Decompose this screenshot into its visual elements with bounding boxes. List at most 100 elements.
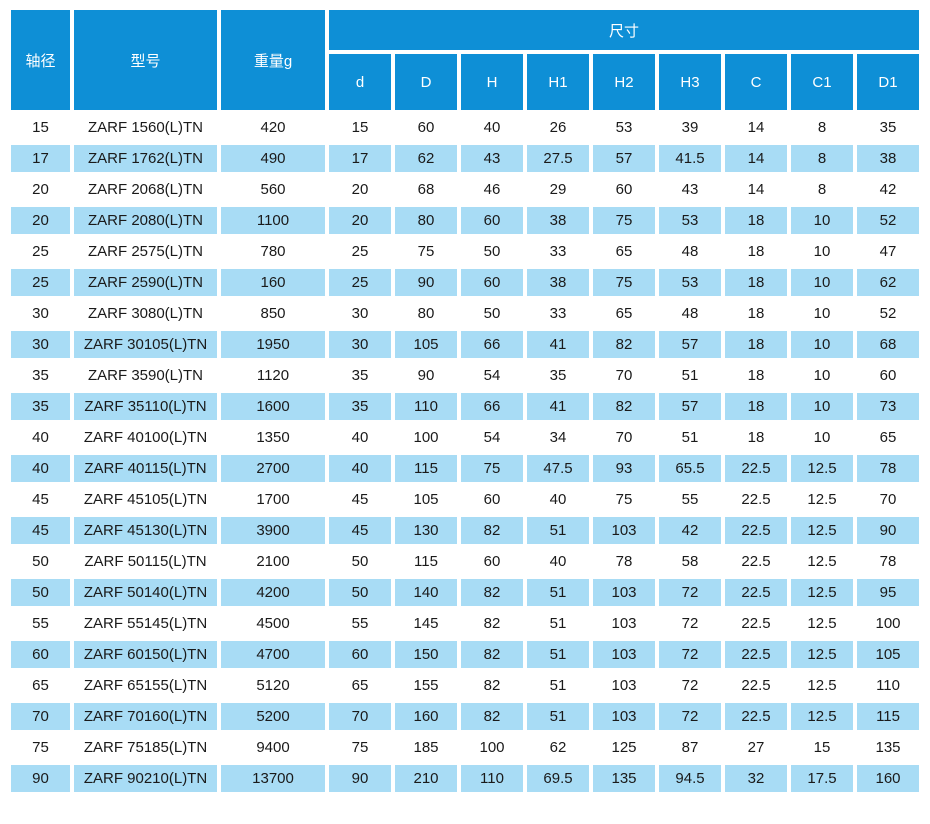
cell-C: 18: [725, 393, 787, 420]
cell-H1: 51: [527, 579, 589, 606]
cell-weight: 4200: [221, 579, 325, 606]
cell-shaft-diameter: 70: [11, 703, 70, 730]
cell-d: 40: [329, 424, 391, 451]
cell-weight: 4700: [221, 641, 325, 668]
cell-D: 105: [395, 331, 457, 358]
cell-shaft-diameter: 30: [11, 331, 70, 358]
table-row: 17 ZARF 1762(L)TN 490 17 62 43 27.5 57 41.5 14 8 38: [11, 145, 920, 172]
cell-d: 50: [329, 548, 391, 575]
cell-C: 22.5: [725, 672, 787, 699]
cell-model: ZARF 50115(L)TN: [74, 548, 217, 575]
cell-D: 80: [395, 300, 457, 327]
cell-H1: 38: [527, 207, 589, 234]
cell-D: 140: [395, 579, 457, 606]
cell-H: 66: [461, 331, 523, 358]
cell-weight: 1600: [221, 393, 325, 420]
cell-D1: 160: [857, 765, 920, 792]
cell-model: ZARF 2590(L)TN: [74, 269, 217, 296]
header-dimensions-group: 尺寸: [329, 10, 920, 50]
cell-H1: 33: [527, 238, 589, 265]
cell-H2: 65: [593, 238, 655, 265]
cell-H1: 27.5: [527, 145, 589, 172]
table-body: 15 ZARF 1560(L)TN 420 15 60 40 26 53 39 14 8 35 17 ZA…: [11, 114, 920, 792]
table-row: 45 ZARF 45130(L)TN 3900 45 130 82 51 103 42 22.5 1…: [11, 517, 920, 544]
cell-H: 82: [461, 641, 523, 668]
cell-H3: 57: [659, 331, 721, 358]
cell-shaft-diameter: 35: [11, 393, 70, 420]
cell-D: 115: [395, 455, 457, 482]
header-model: 型号: [74, 10, 217, 110]
cell-weight: 1950: [221, 331, 325, 358]
cell-H2: 57: [593, 145, 655, 172]
table-row: 35 ZARF 3590(L)TN 1120 35 90 54 35 70 51 18 10 60: [11, 362, 920, 389]
cell-d: 25: [329, 269, 391, 296]
cell-H1: 41: [527, 393, 589, 420]
cell-H: 54: [461, 424, 523, 451]
cell-D: 145: [395, 610, 457, 637]
cell-model: ZARF 40115(L)TN: [74, 455, 217, 482]
cell-D1: 47: [857, 238, 920, 265]
cell-C1: 12.5: [791, 548, 853, 575]
cell-d: 45: [329, 517, 391, 544]
cell-C: 22.5: [725, 703, 787, 730]
cell-H2: 103: [593, 517, 655, 544]
cell-H: 60: [461, 486, 523, 513]
cell-H1: 51: [527, 517, 589, 544]
cell-D: 160: [395, 703, 457, 730]
cell-H: 82: [461, 517, 523, 544]
cell-H2: 93: [593, 455, 655, 482]
cell-H2: 103: [593, 579, 655, 606]
cell-C1: 12.5: [791, 455, 853, 482]
cell-H3: 94.5: [659, 765, 721, 792]
cell-C1: 12.5: [791, 579, 853, 606]
cell-C: 18: [725, 207, 787, 234]
cell-d: 17: [329, 145, 391, 172]
table-header: 轴径 型号 重量g 尺寸 d D H H1 H2 H3 C C1 D1: [11, 10, 920, 110]
cell-H2: 75: [593, 269, 655, 296]
cell-d: 25: [329, 238, 391, 265]
cell-H: 110: [461, 765, 523, 792]
cell-H: 43: [461, 145, 523, 172]
header-dim-d: d: [329, 54, 391, 110]
cell-H2: 75: [593, 486, 655, 513]
cell-H2: 75: [593, 207, 655, 234]
cell-H: 46: [461, 176, 523, 203]
cell-C: 22.5: [725, 455, 787, 482]
cell-D1: 110: [857, 672, 920, 699]
cell-C1: 8: [791, 114, 853, 141]
cell-shaft-diameter: 17: [11, 145, 70, 172]
cell-H1: 40: [527, 548, 589, 575]
cell-H: 50: [461, 238, 523, 265]
cell-weight: 5200: [221, 703, 325, 730]
cell-C: 22.5: [725, 548, 787, 575]
cell-C1: 12.5: [791, 610, 853, 637]
cell-D1: 65: [857, 424, 920, 451]
cell-H2: 135: [593, 765, 655, 792]
table-row: 40 ZARF 40115(L)TN 2700 40 115 75 47.5 93 65.5 22…: [11, 455, 920, 482]
cell-H3: 72: [659, 703, 721, 730]
cell-D: 68: [395, 176, 457, 203]
cell-d: 20: [329, 176, 391, 203]
cell-H2: 82: [593, 393, 655, 420]
cell-C1: 10: [791, 393, 853, 420]
cell-d: 35: [329, 393, 391, 420]
table-row: 25 ZARF 2590(L)TN 160 25 90 60 38 75 53 18 10 62: [11, 269, 920, 296]
cell-model: ZARF 40100(L)TN: [74, 424, 217, 451]
cell-shaft-diameter: 25: [11, 269, 70, 296]
cell-D1: 78: [857, 548, 920, 575]
cell-H2: 78: [593, 548, 655, 575]
cell-C: 22.5: [725, 579, 787, 606]
cell-d: 35: [329, 362, 391, 389]
cell-D1: 135: [857, 734, 920, 761]
cell-H1: 34: [527, 424, 589, 451]
cell-C: 18: [725, 238, 787, 265]
cell-shaft-diameter: 65: [11, 672, 70, 699]
cell-weight: 1100: [221, 207, 325, 234]
table-row: 70 ZARF 70160(L)TN 5200 70 160 82 51 103 72 22.5 1…: [11, 703, 920, 730]
cell-H1: 51: [527, 641, 589, 668]
header-weight: 重量g: [221, 10, 325, 110]
cell-H1: 29: [527, 176, 589, 203]
cell-H: 82: [461, 703, 523, 730]
cell-weight: 4500: [221, 610, 325, 637]
cell-H: 82: [461, 579, 523, 606]
